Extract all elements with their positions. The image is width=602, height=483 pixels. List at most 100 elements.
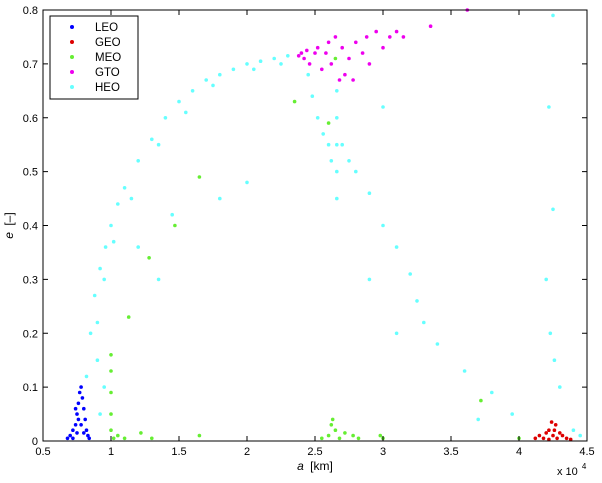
point-leo xyxy=(80,396,85,400)
x-axis-label: a [km] xyxy=(297,459,333,473)
point-gto xyxy=(428,24,433,29)
point-heo xyxy=(95,358,100,363)
point-heo xyxy=(184,110,188,115)
y-axis-label-symbol: e xyxy=(2,232,16,239)
point-meo xyxy=(326,433,331,438)
point-gto xyxy=(360,51,365,55)
x-axis-multiplier: x 10 4 xyxy=(557,462,587,478)
point-heo xyxy=(245,180,249,185)
point-heo xyxy=(258,59,263,63)
point-leo xyxy=(79,423,83,427)
point-meo xyxy=(333,428,338,433)
point-gto xyxy=(324,51,328,55)
point-heo xyxy=(367,277,372,282)
point-geo xyxy=(553,423,558,427)
point-leo xyxy=(79,385,83,389)
x-tick-label: 4 xyxy=(516,446,522,458)
point-gto xyxy=(351,78,355,82)
point-meo xyxy=(109,412,113,416)
point-heo xyxy=(98,412,102,416)
point-gto xyxy=(305,48,309,53)
point-gto xyxy=(381,45,385,50)
point-meo xyxy=(292,99,297,104)
y-tick-label: 0.4 xyxy=(23,221,38,233)
legend: LEO GEO MEO GTO HEO xyxy=(49,15,139,100)
x-tick-label: 3 xyxy=(380,446,386,458)
point-leo xyxy=(82,406,86,411)
point-heo xyxy=(111,239,116,244)
point-heo xyxy=(84,374,89,379)
point-meo xyxy=(197,175,202,179)
point-leo xyxy=(86,433,90,438)
point-gto xyxy=(343,72,347,77)
y-axis-label: e [–] xyxy=(2,212,16,238)
point-leo xyxy=(73,406,78,411)
point-heo xyxy=(415,299,419,303)
point-gto xyxy=(313,51,317,55)
point-meo xyxy=(333,56,338,61)
point-heo xyxy=(367,191,372,195)
point-geo xyxy=(549,420,554,424)
point-heo xyxy=(571,428,576,433)
point-heo xyxy=(548,331,553,336)
x-tick-label: 2 xyxy=(244,446,250,458)
point-heo xyxy=(340,142,345,147)
point-heo xyxy=(335,142,339,147)
point-leo xyxy=(82,431,86,435)
point-heo xyxy=(335,89,339,93)
legend-marker-leo xyxy=(70,25,74,29)
point-heo xyxy=(462,369,467,373)
point-geo xyxy=(560,433,565,438)
point-leo xyxy=(71,428,75,433)
point-heo xyxy=(329,159,334,163)
point-leo xyxy=(83,417,87,422)
point-gto xyxy=(296,54,301,58)
point-heo xyxy=(394,245,399,249)
point-heo xyxy=(245,62,249,66)
point-heo xyxy=(218,196,222,201)
point-meo xyxy=(109,390,113,395)
point-gto xyxy=(364,35,369,39)
legend-label-heo: HEO xyxy=(95,82,120,94)
y-tick-label: 0.5 xyxy=(23,167,38,179)
point-meo xyxy=(197,433,202,438)
x-axis-label-unit: [km] xyxy=(310,459,333,473)
point-meo xyxy=(479,398,483,403)
point-meo xyxy=(378,433,383,438)
point-geo xyxy=(533,436,538,441)
point-heo xyxy=(109,223,113,228)
point-heo xyxy=(116,202,120,206)
point-heo xyxy=(88,331,93,336)
point-gto xyxy=(326,40,331,45)
point-meo xyxy=(150,436,154,441)
point-leo xyxy=(71,436,75,441)
point-gto xyxy=(299,51,304,55)
point-heo xyxy=(306,72,311,77)
point-meo xyxy=(343,431,347,435)
point-heo xyxy=(272,56,277,61)
point-gto xyxy=(401,35,406,39)
y-axis-label-unit: [–] xyxy=(2,212,16,225)
point-geo xyxy=(541,436,546,441)
point-meo xyxy=(173,223,177,228)
point-gto xyxy=(367,62,372,66)
x-axis-multiplier-base: x 10 xyxy=(557,466,578,478)
legend-box xyxy=(49,15,139,100)
axis-ticks: 0.5 1 1.5 2 2.5 3 3.5 4 4.5 0 0.1 0.2 0.3 0.4 0.5 0.6 0.… xyxy=(23,5,595,458)
point-heo xyxy=(552,358,557,363)
point-heo xyxy=(335,116,339,120)
point-gto xyxy=(307,62,312,66)
point-meo xyxy=(337,436,342,441)
point-leo xyxy=(75,431,79,435)
point-heo xyxy=(92,293,97,298)
point-heo xyxy=(279,62,283,66)
point-heo xyxy=(177,99,181,104)
point-heo xyxy=(326,142,331,147)
point-meo xyxy=(351,433,355,438)
point-heo xyxy=(408,272,413,276)
legend-label-leo: LEO xyxy=(95,22,118,34)
point-gto xyxy=(315,45,320,50)
point-heo xyxy=(122,186,127,190)
x-tick-label: 2.5 xyxy=(307,446,322,458)
